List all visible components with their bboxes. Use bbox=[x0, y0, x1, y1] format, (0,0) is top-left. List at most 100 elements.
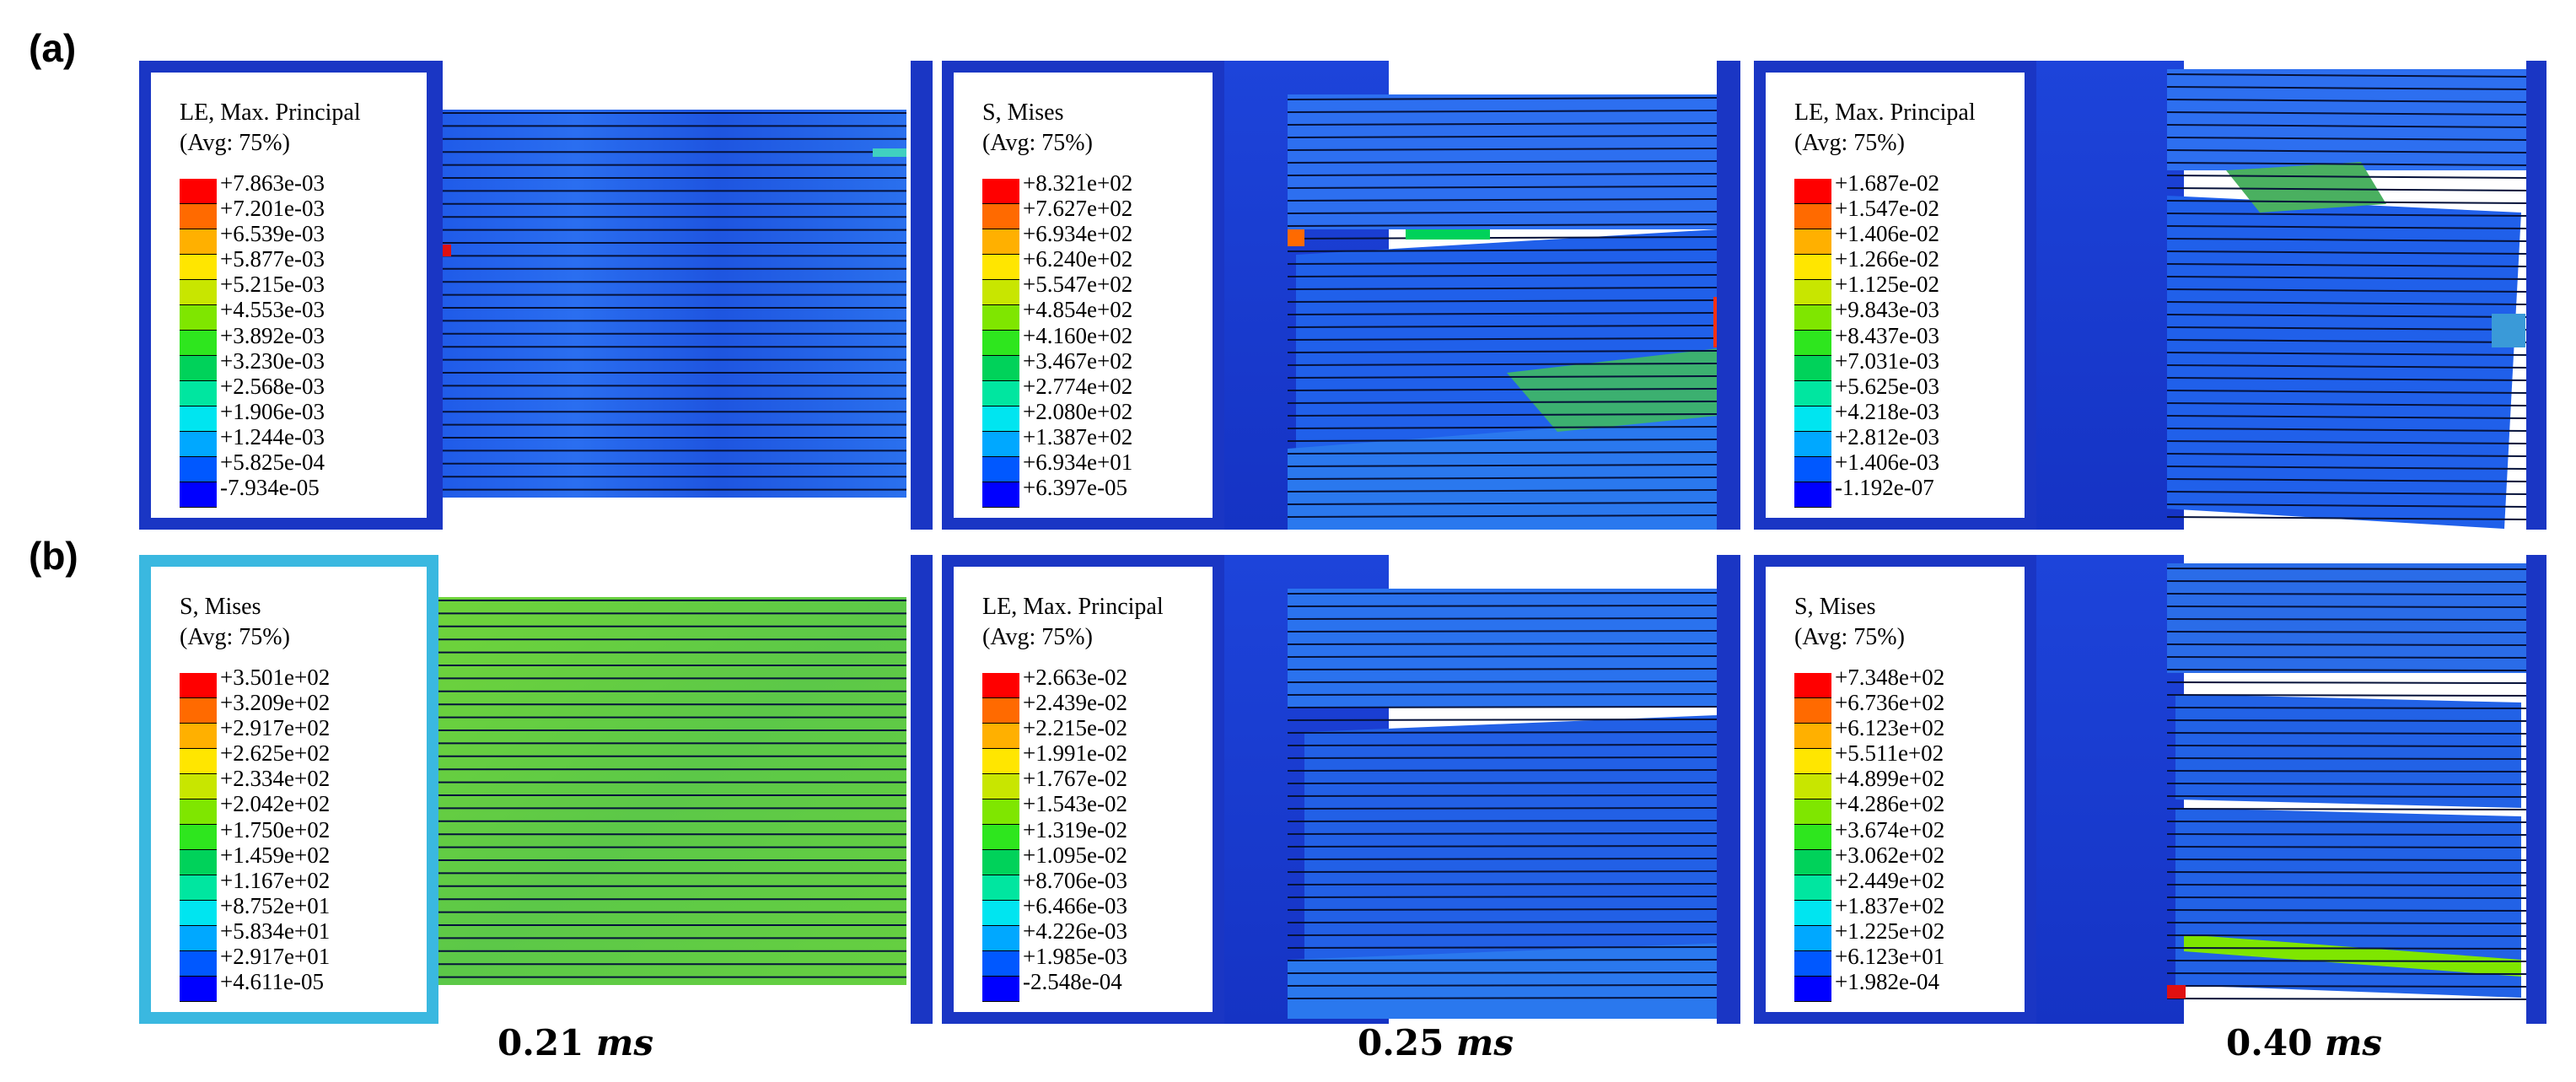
layer-line bbox=[1288, 681, 1726, 683]
layer-line bbox=[2167, 947, 2530, 950]
tick-label: +5.825e-04 bbox=[220, 449, 325, 476]
colorbar-segment bbox=[982, 951, 1019, 977]
colorbar-segment bbox=[982, 698, 1019, 724]
layer-line bbox=[1288, 451, 1726, 455]
layer-line bbox=[1288, 287, 1726, 290]
colorbar-segment bbox=[1794, 280, 1831, 305]
colorbar-segment bbox=[180, 305, 217, 331]
frame-edge bbox=[438, 61, 443, 530]
colorbar-segment bbox=[180, 977, 217, 1002]
layer-line bbox=[2167, 909, 2530, 912]
layer-line bbox=[1288, 148, 1726, 151]
tick-label: +4.553e-03 bbox=[220, 297, 325, 323]
layer-line bbox=[1288, 211, 1726, 214]
layer-line bbox=[1288, 426, 1726, 429]
layer-line bbox=[1288, 325, 1726, 328]
layer-line bbox=[1288, 363, 1726, 366]
colorbar-segment bbox=[982, 977, 1019, 1002]
colorbar bbox=[982, 673, 1019, 1002]
legend-avg: (Avg: 75%) bbox=[982, 624, 1093, 650]
colorbar-segment bbox=[982, 875, 1019, 901]
colorbar-segment bbox=[1794, 724, 1831, 749]
tick-label: +1.125e-02 bbox=[1835, 272, 1939, 298]
colorbar-segment bbox=[982, 457, 1019, 482]
layer-line bbox=[1288, 832, 1726, 835]
colorbar-segment bbox=[982, 774, 1019, 799]
layer-line bbox=[2167, 972, 2530, 975]
tick-label: +2.215e-02 bbox=[1023, 715, 1127, 741]
tick-label: +3.230e-03 bbox=[220, 347, 325, 374]
tick-label: +4.160e+02 bbox=[1023, 322, 1133, 348]
tick-label: +6.539e-03 bbox=[220, 221, 325, 247]
colorbar-segment bbox=[982, 229, 1019, 255]
colorbar-segment bbox=[180, 179, 217, 204]
plate-a1 bbox=[911, 61, 933, 530]
layer-line bbox=[1288, 198, 1726, 202]
colorbar-segment bbox=[982, 724, 1019, 749]
colorbar-segment bbox=[982, 406, 1019, 432]
colorbar-segment bbox=[180, 875, 217, 901]
tick-label: +1.225e+02 bbox=[1835, 918, 1945, 944]
layer-line bbox=[1288, 845, 1726, 848]
layer-line bbox=[1288, 223, 1726, 227]
colorbar-segment bbox=[982, 356, 1019, 381]
tick-label: +6.123e+01 bbox=[1835, 944, 1945, 970]
layer-line bbox=[2167, 149, 2530, 153]
tick-label: +7.627e+02 bbox=[1023, 196, 1133, 222]
layer-line bbox=[2167, 516, 2530, 520]
colorbar-segment bbox=[180, 825, 217, 850]
layer-line bbox=[2167, 453, 2530, 457]
tick-label: +4.611e-05 bbox=[220, 969, 324, 995]
tick-label: +7.348e+02 bbox=[1835, 665, 1945, 690]
row-label-a: (a) bbox=[29, 26, 77, 70]
colorbar-segment bbox=[982, 331, 1019, 356]
plate-a2 bbox=[1717, 61, 1740, 530]
tick-label: +3.674e+02 bbox=[1835, 816, 1945, 842]
layer-line bbox=[1288, 908, 1726, 911]
layer-line bbox=[2167, 985, 2530, 988]
tick-label: +6.466e-03 bbox=[1023, 892, 1127, 918]
layer-line bbox=[2167, 770, 2530, 772]
layer-line bbox=[1288, 984, 1726, 987]
tick-label: +5.834e+01 bbox=[220, 918, 331, 944]
tick-label: +6.934e+02 bbox=[1023, 221, 1133, 247]
layer-line bbox=[1288, 160, 1726, 164]
colorbar-segment bbox=[180, 457, 217, 482]
layer-line bbox=[1288, 946, 1726, 949]
time-label-1: 0.21 ms bbox=[497, 1022, 653, 1063]
tick-label: +8.752e+01 bbox=[220, 892, 331, 918]
mesh-a1 bbox=[434, 110, 906, 498]
layer-line bbox=[1288, 97, 1726, 100]
legend-b1: S, Mises (Avg: 75%) +3.501e+02 +3.209e+02 +… bbox=[139, 555, 438, 1024]
layer-line bbox=[2167, 187, 2530, 191]
layer-line bbox=[1288, 274, 1726, 277]
mesh-b3 bbox=[2167, 563, 2530, 1000]
tick-label: +2.917e+01 bbox=[220, 944, 331, 970]
tick-label: +3.892e-03 bbox=[220, 322, 325, 348]
legend-avg: (Avg: 75%) bbox=[180, 130, 290, 156]
layer-line bbox=[2167, 783, 2530, 785]
tick-label: +7.031e-03 bbox=[1835, 347, 1939, 374]
layer-line bbox=[2167, 86, 2530, 90]
colorbar-segment bbox=[982, 673, 1019, 698]
layer-line bbox=[1288, 337, 1726, 341]
layer-line bbox=[1288, 668, 1726, 670]
tick-label: +8.437e-03 bbox=[1835, 322, 1939, 348]
colorbar-segment bbox=[982, 432, 1019, 457]
layer-line bbox=[2167, 339, 2530, 343]
colorbar-segment bbox=[180, 280, 217, 305]
layer-line bbox=[1288, 617, 1726, 620]
mesh-a2 bbox=[1288, 94, 1726, 530]
layer-line bbox=[1288, 476, 1726, 480]
colorbar-segment bbox=[982, 255, 1019, 280]
layer-line bbox=[1288, 464, 1726, 467]
layer-line bbox=[1288, 655, 1726, 658]
tick-label: +2.080e+02 bbox=[1023, 398, 1133, 424]
colorbar-segment bbox=[180, 255, 217, 280]
legend-title: S, Mises bbox=[982, 100, 1064, 126]
layer-line bbox=[1288, 173, 1726, 176]
tick-label: +2.439e-02 bbox=[1023, 690, 1127, 716]
layer-line bbox=[1288, 756, 1726, 759]
legend-title: S, Mises bbox=[1794, 594, 1876, 620]
colorbar-segment bbox=[1794, 255, 1831, 280]
